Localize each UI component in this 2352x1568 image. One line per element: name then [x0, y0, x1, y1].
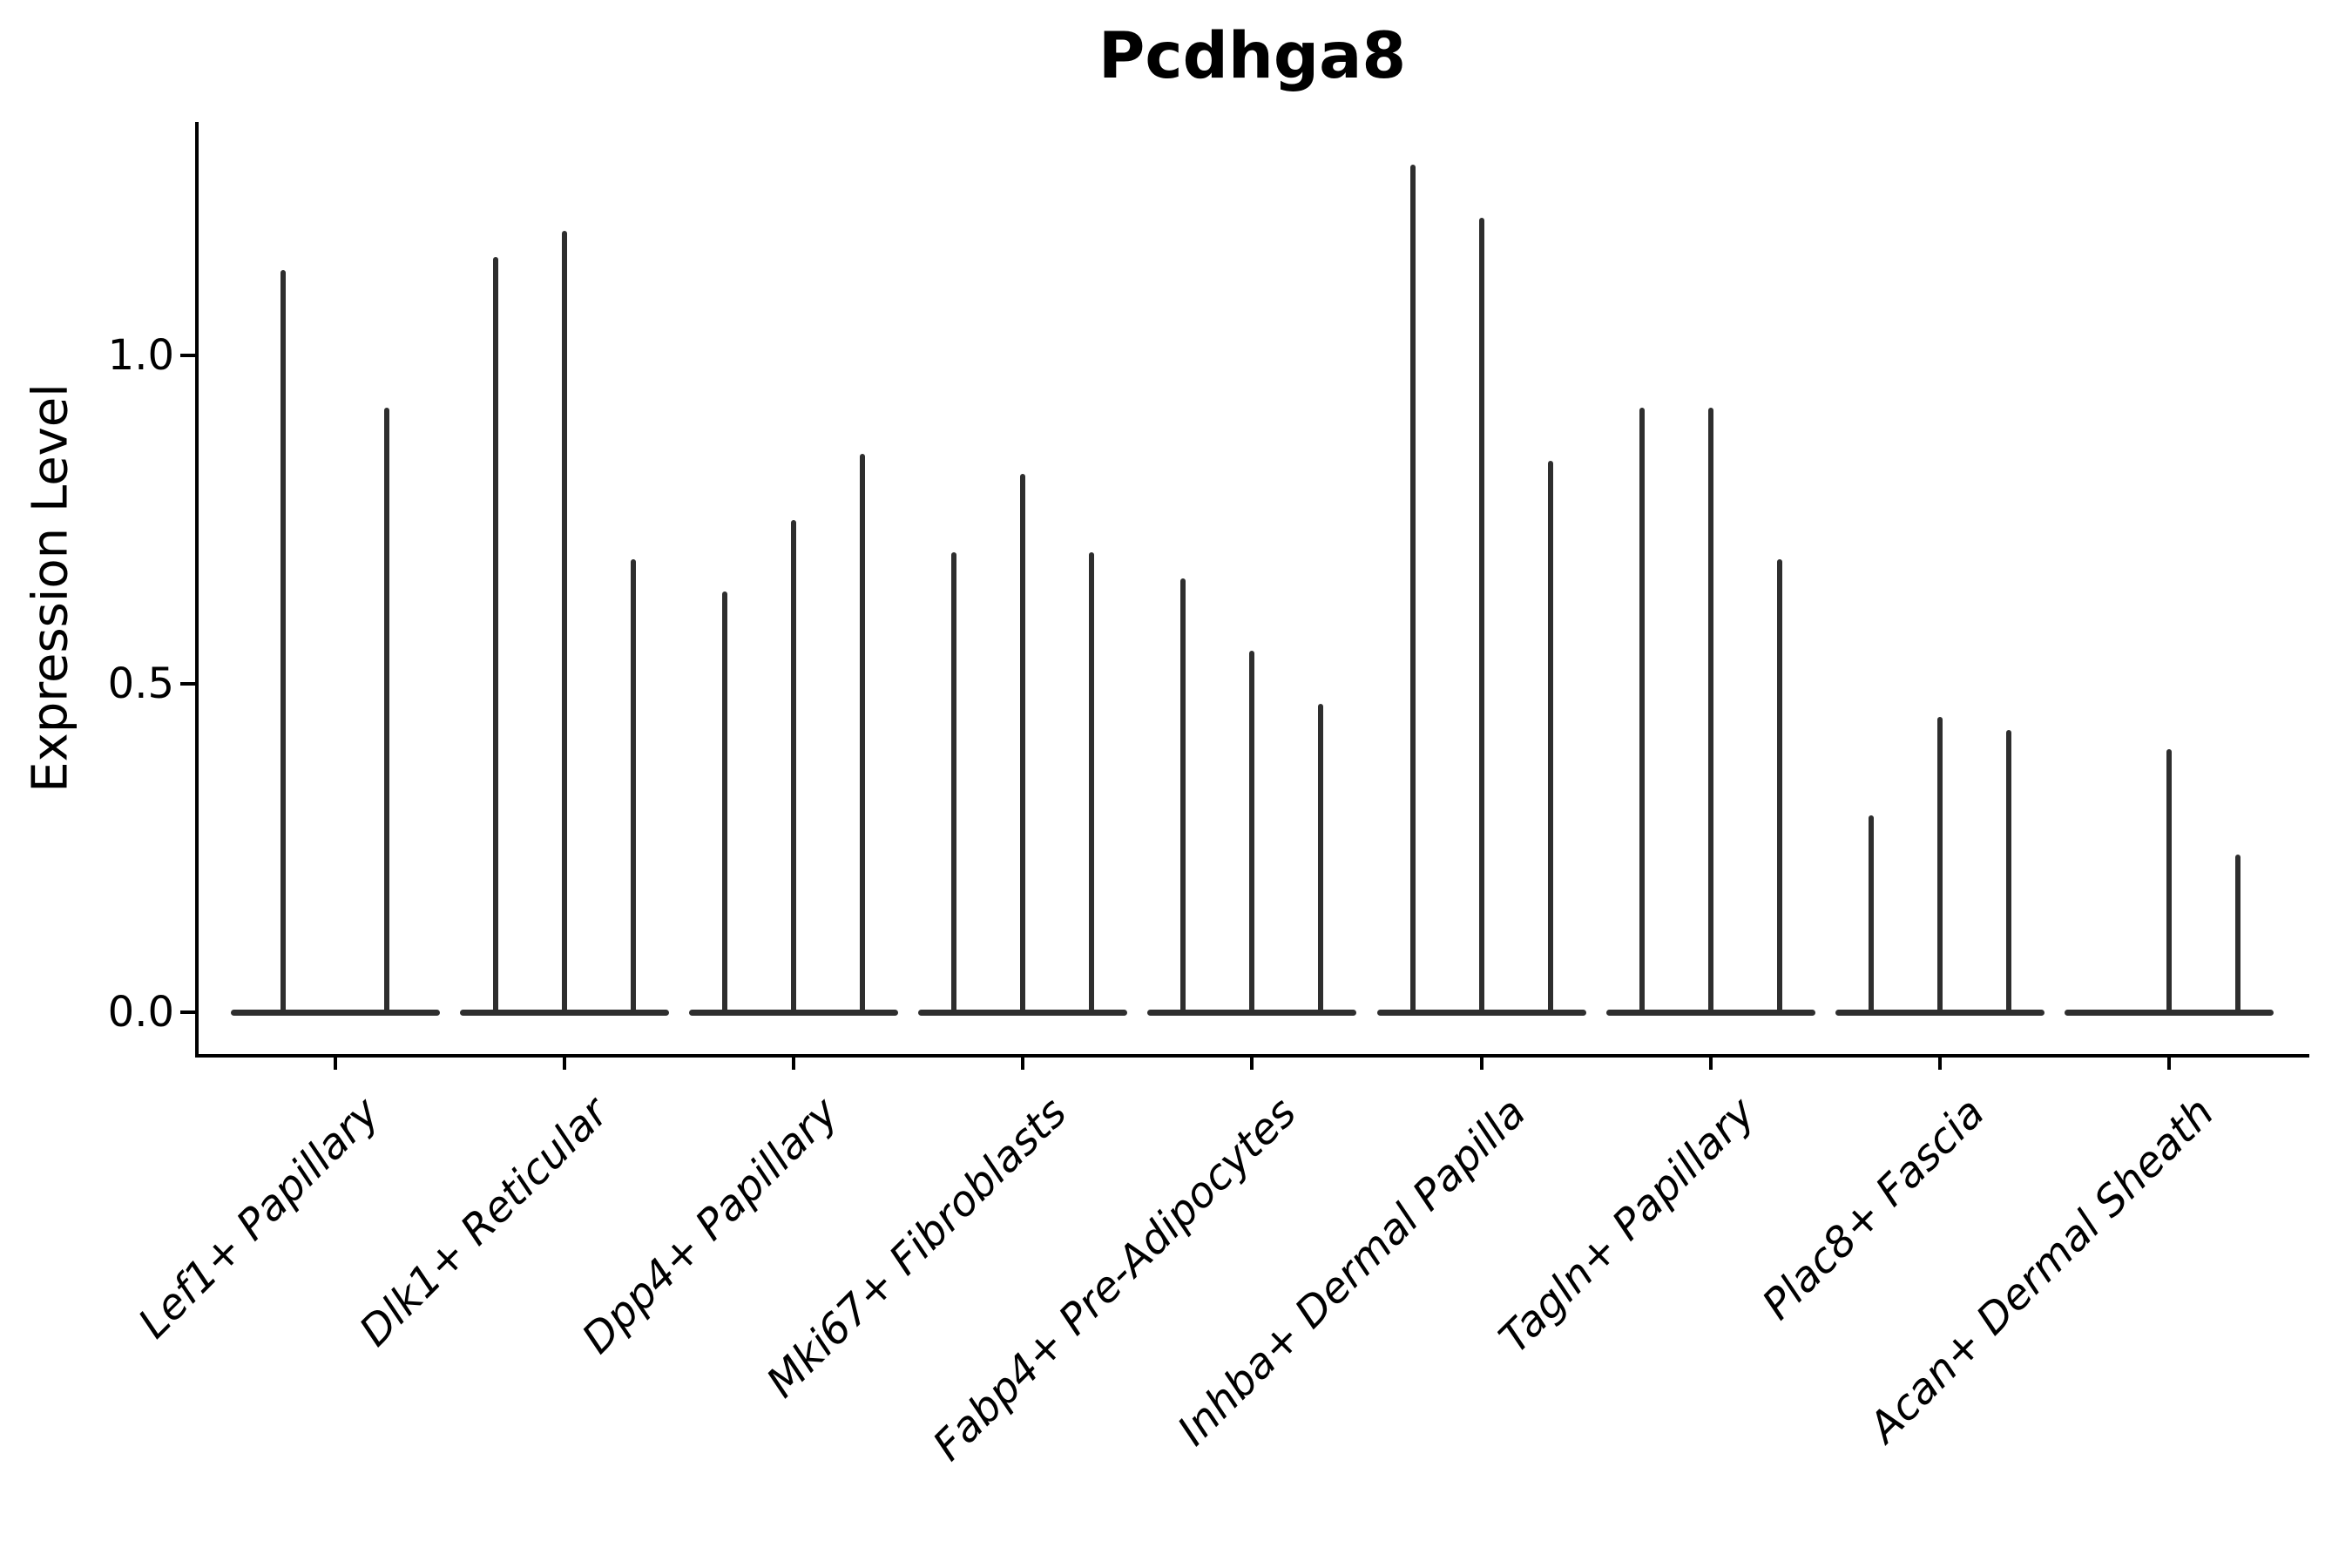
x-tick [333, 1058, 337, 1070]
violin-base [1835, 1009, 2044, 1016]
violin-spike [1936, 716, 1943, 1012]
x-axis-line [195, 1054, 2309, 1058]
x-tick-label: Dpp4+ Papillary [572, 1088, 848, 1363]
chart-title: Pcdhga8 [1098, 19, 1407, 93]
violin-spike [2005, 729, 2011, 1012]
y-tick-label: 1.0 [107, 331, 174, 380]
x-tick-label: Plac8+ Fascia [1752, 1088, 1994, 1329]
violin-base [230, 1009, 440, 1016]
y-tick-label: 0.0 [107, 988, 174, 1037]
x-tick-label: Lef1+ Papillary [129, 1088, 389, 1348]
violin-spike [859, 454, 865, 1012]
violin-spike [2166, 749, 2173, 1012]
violin-spike [1868, 814, 1874, 1012]
violin-base [918, 1009, 1128, 1016]
violin-spike [492, 256, 498, 1012]
x-tick [1250, 1058, 1254, 1070]
violin-spike [561, 230, 567, 1012]
violin-spike [1707, 408, 1713, 1012]
violin-spike [1478, 217, 1484, 1012]
x-tick [791, 1058, 795, 1070]
x-tick-label: Tagln+ Papillary [1490, 1088, 1765, 1363]
violin-base [459, 1009, 669, 1016]
x-tick [2167, 1058, 2172, 1070]
violin-spike [1020, 473, 1026, 1012]
x-tick [562, 1058, 566, 1070]
y-tick [180, 1010, 195, 1014]
x-tick [1937, 1058, 1942, 1070]
violin-spike [1089, 552, 1095, 1012]
violin-spike [630, 558, 636, 1012]
x-tick-label: Dlk1+ Reticular [350, 1088, 618, 1356]
violin-spike [1409, 165, 1416, 1012]
violin-base [2065, 1009, 2274, 1016]
y-axis-line [195, 122, 199, 1058]
violin-spike [1639, 408, 1645, 1012]
violin-spike [2235, 855, 2241, 1012]
violin-spike [1318, 703, 1324, 1012]
violin-spike [1547, 460, 1553, 1012]
y-tick-label: 0.5 [107, 659, 174, 708]
x-tick [1021, 1058, 1025, 1070]
violin-spike [951, 552, 957, 1012]
violin-base [1605, 1009, 1815, 1016]
violin-spike [721, 591, 727, 1012]
violin-spike [1249, 651, 1255, 1012]
x-tick [1708, 1058, 1713, 1070]
y-axis-label: Expression Level [22, 383, 79, 793]
y-tick [180, 682, 195, 686]
violin-base [1147, 1009, 1357, 1016]
violin-spike [383, 408, 389, 1012]
y-tick [180, 354, 195, 357]
violin-spike [1180, 578, 1186, 1012]
x-tick [1479, 1058, 1484, 1070]
violin-spike [280, 269, 287, 1012]
violin-base [1376, 1009, 1586, 1016]
violin-spike [790, 519, 796, 1012]
violin-base [688, 1009, 898, 1016]
violin-spike [1776, 558, 1782, 1012]
